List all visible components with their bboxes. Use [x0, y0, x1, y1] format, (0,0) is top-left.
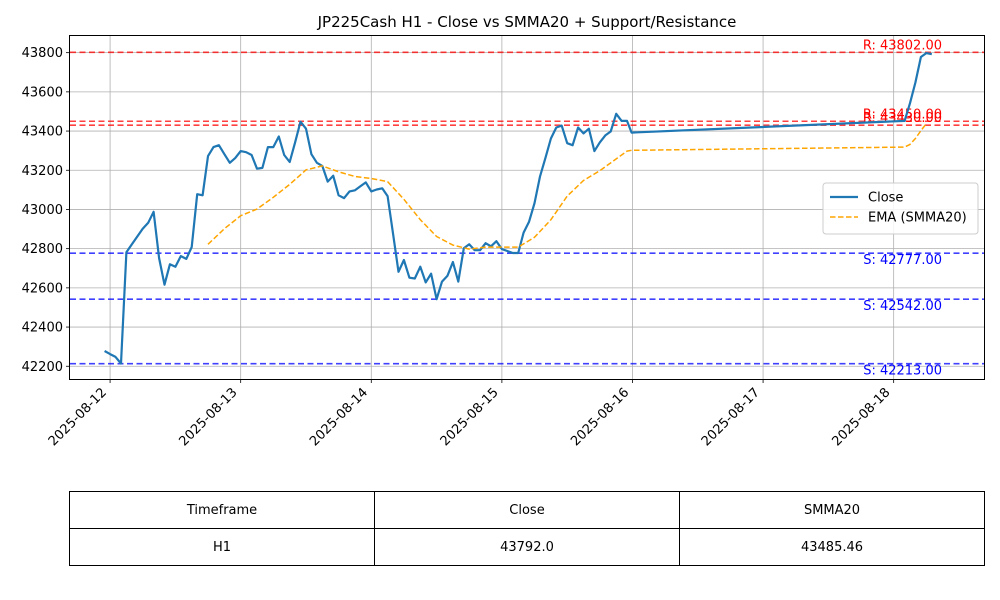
- y-tick-label: 42400: [22, 321, 63, 336]
- series-lines: [104, 52, 933, 365]
- y-axis: 42200 42400 42600 42800 43000 43200 43400 43600…: [22, 46, 70, 375]
- support-label: S: 42542.00: [863, 299, 942, 314]
- table-cell: H1: [69, 528, 375, 566]
- legend-box: [822, 182, 979, 235]
- y-tick-label: 42600: [22, 281, 63, 296]
- x-tick-label: 2025-08-15: [438, 385, 502, 449]
- table-cell: 43792.0: [374, 528, 680, 566]
- summary-table: Timeframe Close SMMA20 H1 43792.0 43485.…: [69, 491, 985, 566]
- legend-label: Close: [868, 191, 903, 206]
- chart: JP225Cash H1 - Close vs SMMA20 + Support…: [22, 13, 985, 449]
- x-tick-label: 2025-08-13: [176, 385, 240, 449]
- y-tick-label: 42200: [22, 360, 63, 375]
- table-header-cell: Close: [374, 491, 680, 529]
- plot-frame: [69, 35, 985, 380]
- smma20-line: [207, 123, 927, 250]
- x-tick-label: 2025-08-18: [829, 385, 893, 449]
- support-label: S: 42777.00: [863, 253, 942, 268]
- table-header-cell: SMMA20: [679, 491, 985, 529]
- table-header-row: Timeframe Close SMMA20: [69, 491, 985, 529]
- table-cell: 43485.46: [679, 528, 985, 566]
- legend: Close EMA (SMMA20): [822, 182, 979, 235]
- resistance-label: R: 43430.00: [863, 111, 942, 126]
- close-line: [104, 52, 933, 365]
- support-resistance-levels: R: 43802.00 R: 43450.00R: 43430.00 S: 4277…: [70, 38, 984, 379]
- y-tick-label: 43400: [22, 125, 63, 140]
- x-axis: 2025-08-12 2025-08-13 2025-08-14 2025-08-15…: [46, 379, 895, 449]
- y-tick-label: 43000: [22, 203, 63, 218]
- chart-title: JP225Cash H1 - Close vs SMMA20 + Support…: [317, 13, 737, 31]
- x-tick-label: 2025-08-14: [307, 385, 371, 449]
- legend-label: EMA (SMMA20): [868, 211, 967, 226]
- x-tick-label: 2025-08-12: [46, 385, 110, 449]
- y-tick-label: 43200: [22, 164, 63, 179]
- resistance-label: R: 43802.00: [863, 38, 942, 53]
- x-tick-label: 2025-08-16: [568, 385, 632, 449]
- grid: [70, 36, 984, 379]
- y-tick-label: 43800: [22, 46, 63, 61]
- table-header-cell: Timeframe: [69, 491, 375, 529]
- x-tick-label: 2025-08-17: [699, 385, 763, 449]
- table-row: H1 43792.0 43485.46: [69, 528, 985, 566]
- y-tick-label: 43600: [22, 85, 63, 100]
- support-label: S: 42213.00: [863, 364, 942, 379]
- y-tick-label: 42800: [22, 242, 63, 257]
- resistance-label: R: 43450.00: [863, 107, 942, 122]
